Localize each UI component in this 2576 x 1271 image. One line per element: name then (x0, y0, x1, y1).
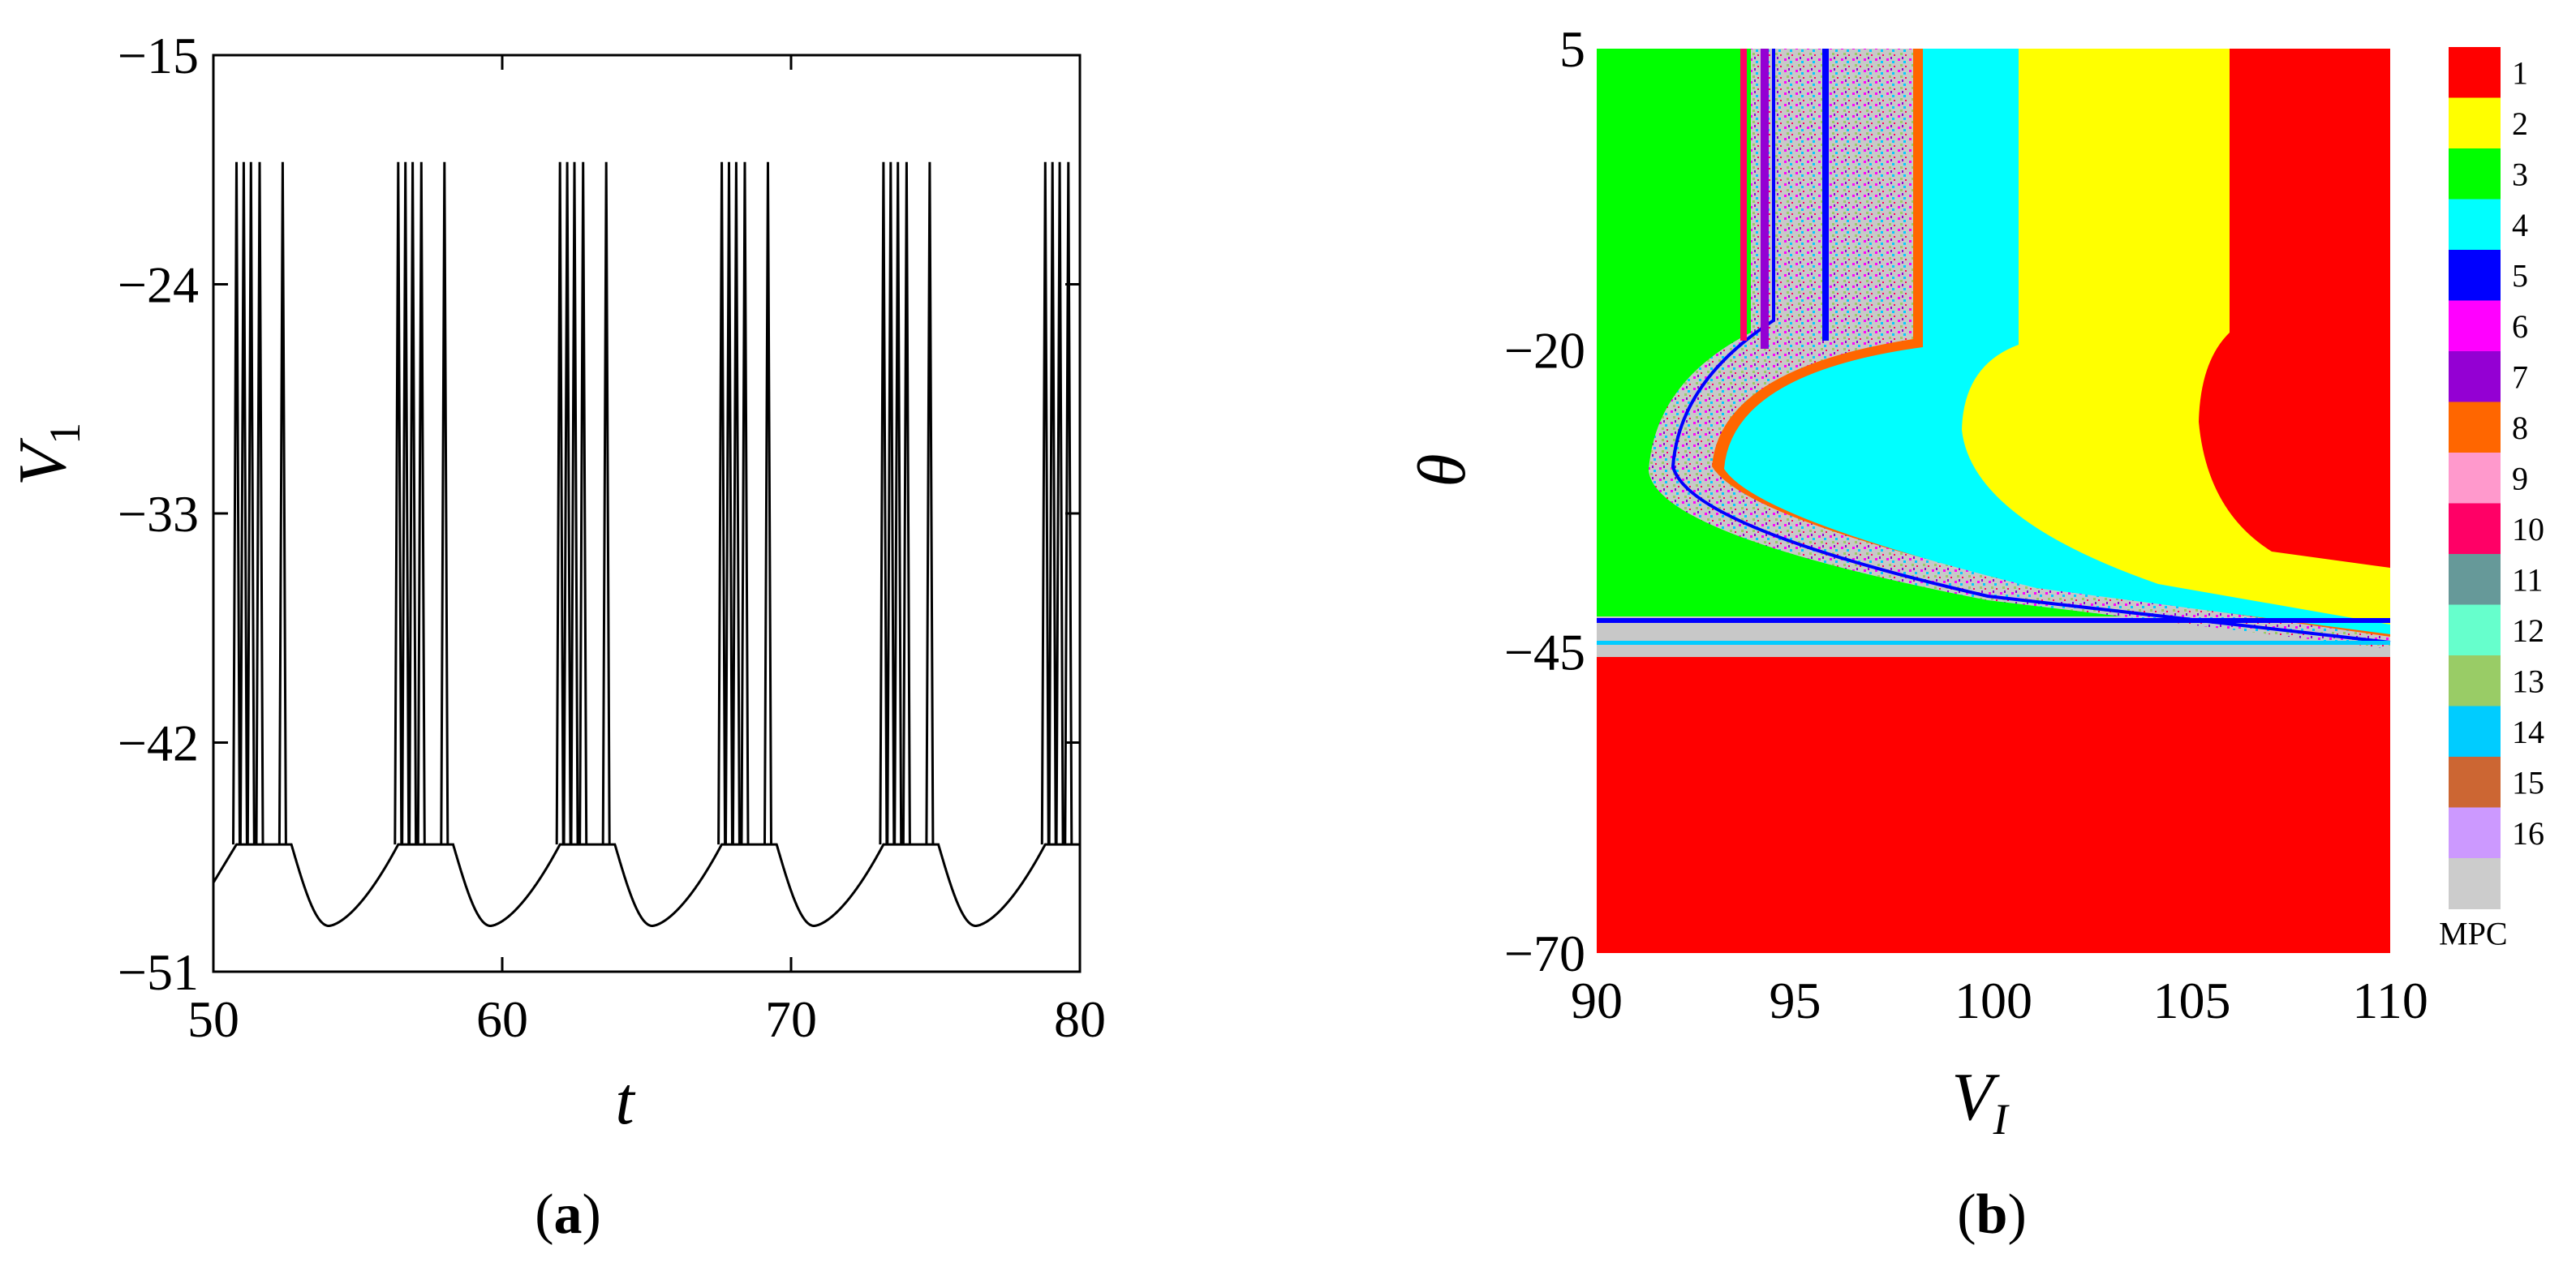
x-tick-label-a: 50 (187, 990, 239, 1048)
y-tick-label-a: −24 (118, 256, 199, 314)
legend-label: 13 (2512, 663, 2544, 699)
legend-label: 7 (2512, 359, 2528, 395)
region-1-right (2199, 49, 2390, 568)
y-tick-label-a: −42 (118, 715, 199, 772)
x-axis-label-a: t (615, 1063, 636, 1139)
legend-label: 9 (2512, 460, 2528, 496)
plot-frame-a (212, 54, 1082, 973)
legend-swatch-1 (2449, 47, 2501, 98)
svg-text:(b): (b) (1957, 1183, 2027, 1246)
y-tick-label-a: −33 (118, 485, 199, 543)
stripe-5-horizontal (1597, 618, 2390, 623)
legend-swatch-3 (2449, 148, 2501, 200)
y-tick-label-b: −45 (1504, 623, 1585, 681)
legend-swatch-16 (2449, 807, 2501, 859)
x-tick-label-b: 100 (1955, 972, 2032, 1029)
legend-label: 10 (2512, 511, 2544, 547)
legend-label: 5 (2512, 257, 2528, 294)
legend-swatch-8 (2449, 401, 2501, 453)
legend-label-mpc: MPC (2439, 916, 2508, 952)
legend-label: 16 (2512, 815, 2544, 852)
x-tick-label-a: 60 (476, 990, 528, 1048)
blue-boundary (1671, 49, 2391, 644)
legend-swatch-6 (2449, 300, 2501, 352)
tick-labels-b: 90 95 100 105 110 5 −20 −45 −70 (1504, 20, 2428, 1029)
stripe-10 (1740, 49, 1747, 341)
legend-swatch-14 (2449, 706, 2501, 758)
x-tick-label-a: 70 (765, 990, 817, 1048)
y-tick-label-b: −70 (1504, 925, 1585, 982)
x-tick-label-b: 110 (2352, 972, 2428, 1029)
legend-swatch-12 (2449, 604, 2501, 656)
y-axis-label-b: θ (1404, 453, 1480, 487)
legend-label: 4 (2512, 207, 2528, 243)
legend-swatch-5 (2449, 250, 2501, 301)
y-tick-label-a: −51 (118, 943, 199, 1001)
voltage-trace (212, 161, 1080, 927)
legend-swatch-10 (2449, 503, 2501, 555)
caption-a: (a) (535, 1183, 601, 1246)
y-axis-label-a: V1 (5, 423, 89, 486)
legend-swatch-2 (2449, 97, 2501, 149)
region-1-lower (1597, 657, 2390, 953)
legend-swatch-4 (2449, 199, 2501, 251)
x-tick-label-b: 105 (2153, 972, 2231, 1029)
legend-label: 14 (2512, 714, 2544, 750)
legend-swatch-13 (2449, 655, 2501, 706)
svg-text:VI: VI (1951, 1059, 2010, 1144)
legend-label: 1 (2512, 54, 2528, 91)
legend-swatch-mpc (2449, 858, 2501, 909)
legend-label: 2 (2512, 105, 2528, 142)
svg-text:V1: V1 (5, 423, 89, 486)
legend-label: 3 (2512, 156, 2528, 192)
stripe-5 (1822, 49, 1829, 341)
x-tick-label-b: 95 (1770, 972, 1821, 1029)
basin-map (1597, 49, 2391, 953)
legend-swatch-15 (2449, 757, 2501, 808)
svg-text:(a): (a) (535, 1183, 601, 1246)
y-tick-label-a: −15 (118, 27, 199, 84)
y-tick-label-b: −20 (1504, 322, 1585, 380)
stripe-14-horizontal (1597, 641, 2390, 645)
y-tick-label-b: 5 (1559, 20, 1585, 78)
legend-swatch-7 (2449, 351, 2501, 402)
legend-swatch-11 (2449, 554, 2501, 605)
x-axis-label-b: VI (1951, 1059, 2010, 1144)
x-tick-label-a: 80 (1054, 990, 1106, 1048)
legend-label: 6 (2512, 308, 2528, 345)
x-tick-label-b: 90 (1571, 972, 1623, 1029)
axis-ticks-a (212, 54, 1082, 973)
caption-b: (b) (1957, 1183, 2027, 1246)
legend-label: 15 (2512, 764, 2544, 801)
tick-labels-a: 50 60 70 80 −15 −24 −33 −42 −51 (118, 27, 1106, 1048)
stripe-7 (1761, 49, 1769, 349)
legend-label: 8 (2512, 410, 2528, 446)
legend-swatch-9 (2449, 453, 2501, 504)
legend-label: 12 (2512, 612, 2544, 649)
legend-label: 11 (2512, 561, 2544, 598)
panel-a: 50 60 70 80 −15 −24 −33 −42 −51 V1 t (a) (5, 27, 1106, 1246)
